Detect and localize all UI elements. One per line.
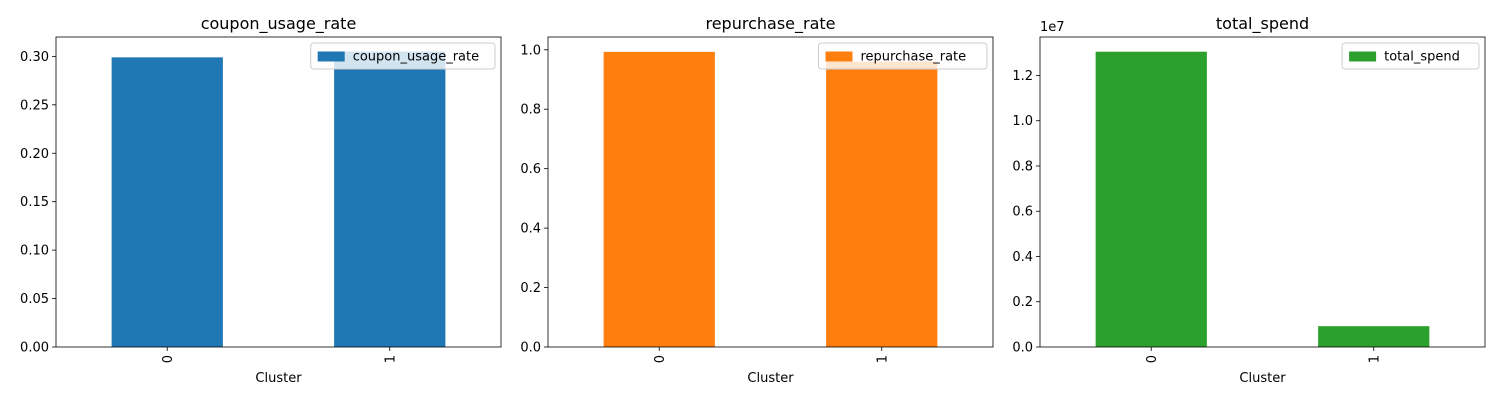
y-tick-label: 0.2: [520, 281, 541, 296]
legend: total_spend: [1341, 42, 1480, 70]
bar: [334, 51, 446, 347]
x-tick-label: 1: [875, 355, 890, 363]
legend-label: repurchase_rate: [861, 50, 967, 65]
bar: [826, 61, 938, 348]
legend: coupon_usage_rate: [310, 42, 496, 70]
axes-frame: [55, 36, 502, 348]
y-tick-label: 0.4: [520, 222, 541, 237]
bar: [603, 51, 715, 348]
bar: [1095, 51, 1207, 347]
legend-label: total_spend: [1384, 50, 1460, 65]
x-tick-label: 0: [161, 355, 176, 363]
y-tick-label: 0.00: [20, 341, 49, 356]
x-tick-label: 1: [383, 355, 398, 363]
x-axis-label: Cluster: [747, 371, 794, 386]
x-tick-label: 0: [1145, 355, 1160, 363]
y-tick-label: 0.25: [20, 98, 49, 113]
y-tick-label: 0.20: [20, 147, 49, 162]
subplot-1: 0.0 0.2 0.4 0.6 0.8 1.0 0 1 Cluster repurchase_ra…: [520, 14, 994, 386]
y-tick-label: 0.8: [1012, 159, 1033, 174]
y-tick-label: 1.0: [520, 43, 541, 58]
legend-box: [818, 42, 988, 70]
bar: [1318, 326, 1430, 347]
legend-box: [310, 42, 496, 70]
legend-swatch: [825, 51, 853, 62]
y-tick-label: 0.0: [520, 341, 541, 356]
chart-title: coupon_usage_rate: [201, 14, 357, 34]
subplot-0: 0.00 0.05 0.10 0.15 0.20 0.25 0.30 0 1 Cluster cou…: [20, 14, 502, 386]
y-tick-label: 0.0: [1012, 341, 1033, 356]
y-tick-label: 0.15: [20, 195, 49, 210]
x-axis-label: Cluster: [1239, 371, 1286, 386]
y-tick-label: 0.30: [20, 50, 49, 65]
subplot-2: 0.0 0.2 0.4 0.6 0.8 1.0 1.2 1e7 0 1 Cluster total_s…: [1012, 14, 1486, 386]
x-axis-label: Cluster: [255, 371, 302, 386]
y-tick-label: 0.6: [1012, 205, 1033, 220]
y-offset-label: 1e7: [1040, 20, 1065, 35]
axes-frame: [1039, 36, 1486, 348]
chart-title: repurchase_rate: [705, 14, 835, 34]
y-tick-label: 0.05: [20, 292, 49, 307]
legend-swatch: [317, 51, 345, 62]
axes-frame: [547, 36, 994, 348]
legend-label: coupon_usage_rate: [353, 50, 479, 65]
legend: repurchase_rate: [818, 42, 988, 70]
y-tick-label: 1.2: [1012, 69, 1033, 84]
y-tick-label: 0.8: [520, 103, 541, 118]
legend-swatch: [1349, 51, 1377, 62]
y-tick-label: 0.4: [1012, 250, 1033, 265]
y-tick-label: 0.2: [1012, 295, 1033, 310]
y-tick-label: 0.6: [520, 162, 541, 177]
legend-box: [1341, 42, 1480, 70]
x-tick-label: 1: [1367, 355, 1382, 363]
y-tick-label: 1.0: [1012, 114, 1033, 129]
y-tick-label: 0.10: [20, 244, 49, 259]
chart-title: total_spend: [1216, 14, 1309, 34]
bar: [111, 57, 223, 347]
x-tick-label: 0: [653, 355, 668, 363]
